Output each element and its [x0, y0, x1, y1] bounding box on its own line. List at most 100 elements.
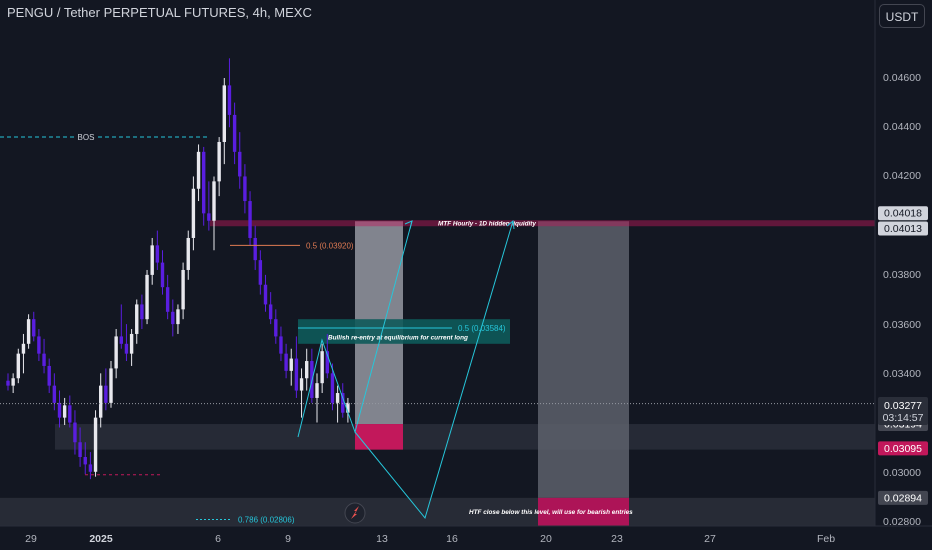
candle-body	[176, 309, 180, 325]
candle-body	[238, 151, 242, 177]
price-label: 0.03095	[884, 443, 922, 455]
y-tick: 0.04400	[883, 121, 921, 133]
candle-body	[93, 417, 98, 472]
candle-body	[227, 85, 232, 115]
candle-body	[181, 269, 185, 310]
candle-body	[32, 319, 36, 337]
candle-body	[289, 358, 293, 371]
candle-body	[341, 393, 345, 413]
x-tick: 16	[446, 533, 458, 545]
candles-layer	[6, 58, 350, 480]
candle-body	[47, 365, 51, 386]
candle-body	[202, 151, 206, 214]
x-tick: 2025	[89, 533, 113, 545]
candle-body	[212, 181, 216, 221]
fib-05-upper-label: 0.5 (0.03920)	[306, 241, 354, 250]
equilibrium-box	[298, 319, 510, 344]
candle-body	[335, 393, 340, 403]
drawings-layer: BOS 0.5 (0.03920) 0.5 (0.03584)Bullish re-…	[0, 131, 875, 525]
candle-body	[191, 188, 196, 238]
bos-label: BOS	[78, 133, 95, 142]
candle-body	[155, 245, 160, 263]
short-stop-box	[538, 497, 629, 526]
price-axis[interactable]: 0.04600 0.04400 0.04200 0.03800 0.03600 …	[874, 0, 921, 528]
candle-body	[114, 336, 118, 369]
candle-body	[222, 85, 226, 142]
candle-body	[196, 151, 201, 189]
candle-body	[232, 114, 237, 152]
candle-body	[26, 319, 31, 344]
y-tick: 0.04200	[883, 170, 921, 182]
arrow-head-icon	[404, 220, 413, 230]
price-label: 0.04013	[884, 223, 922, 235]
candle-body	[325, 351, 329, 374]
price-label-box	[878, 490, 928, 505]
currency-button[interactable]: USDT	[879, 4, 925, 28]
candle-body	[135, 304, 139, 334]
candle-body	[217, 141, 221, 182]
candle-body	[150, 245, 154, 275]
candle-body	[165, 287, 170, 312]
candle-body	[305, 361, 309, 379]
y-tick: 0.03400	[883, 368, 921, 380]
liquidity-note: MTF Hourly - 1D hidden liquidity	[438, 220, 536, 227]
candle-body	[73, 422, 77, 443]
candle-body	[16, 353, 20, 379]
candle-body	[119, 336, 123, 344]
short-projection-path	[354, 220, 514, 520]
arrow-head-icon	[506, 220, 515, 230]
y-tick: 0.04600	[883, 72, 921, 84]
long-stop-box	[355, 424, 403, 450]
candle-body	[207, 213, 211, 221]
y-tick: 0.02800	[883, 516, 921, 528]
price-label: 0.02894	[884, 492, 922, 504]
candle-body	[171, 311, 175, 325]
tradingview-logo-icon[interactable]	[344, 502, 366, 524]
candle-body	[284, 353, 288, 371]
liquidity-band	[210, 220, 875, 227]
x-tick: 29	[25, 533, 37, 545]
htf-note: HTF close below this level, will use for…	[469, 509, 633, 516]
candle-body	[268, 304, 273, 320]
candle-body	[140, 304, 144, 320]
candle-body	[62, 405, 67, 418]
y-tick: 0.03800	[883, 269, 921, 281]
candle-body	[253, 237, 257, 261]
x-tick: Feb	[817, 533, 835, 545]
candle-body	[11, 378, 15, 386]
candle-body	[145, 274, 149, 320]
short-projection-box	[538, 221, 629, 498]
countdown: 03:14:57	[883, 412, 924, 424]
candle-body	[37, 336, 41, 354]
candle-body	[294, 358, 299, 391]
time-axis[interactable]: 29 2025 6 9 13 16 20 23 27 Feb	[0, 525, 932, 545]
candle-body	[186, 237, 190, 270]
candle-body	[263, 284, 268, 305]
candle-body	[83, 457, 87, 465]
candle-body	[258, 260, 263, 285]
candle-body	[88, 464, 93, 472]
y-tick: 0.03600	[883, 319, 921, 331]
current-price-tag: 0.03277 03:14:57	[878, 397, 928, 425]
candle-body	[243, 176, 247, 202]
y-tick: 0.03000	[883, 467, 921, 479]
price-label-box	[878, 206, 928, 221]
candle-body	[99, 385, 103, 418]
x-tick: 20	[540, 533, 552, 545]
bullish-note: Bullish re-entry at equilibrium for curr…	[328, 334, 468, 341]
htf-zone	[0, 497, 875, 526]
candle-body	[124, 343, 129, 354]
candle-body	[52, 385, 57, 403]
demand-zone	[55, 424, 875, 450]
long-projection-path	[297, 220, 413, 438]
candle-body	[78, 442, 82, 458]
x-tick: 13	[376, 533, 388, 545]
candle-body	[248, 201, 252, 238]
current-price: 0.03277	[884, 400, 922, 412]
candle-body	[57, 402, 62, 418]
candle-body	[104, 385, 108, 403]
fib-0786-label: 0.786 (0.02806)	[238, 516, 295, 525]
candle-body	[160, 262, 165, 288]
